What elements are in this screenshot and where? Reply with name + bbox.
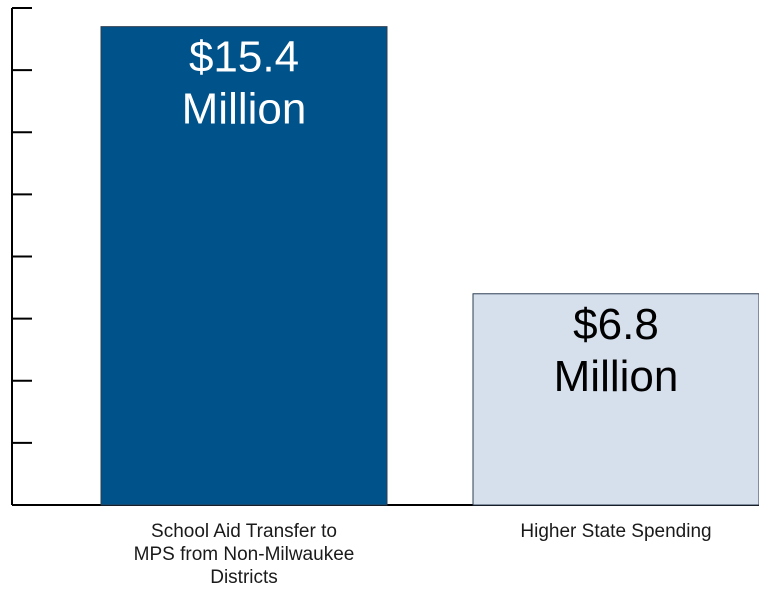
- bar-2: [472, 293, 759, 506]
- category-label-line: MPS from Non-Milwaukee: [134, 544, 355, 565]
- category-labels: School Aid Transfer to MPS from Non-Milwa…: [134, 521, 712, 588]
- category-label-1: School Aid Transfer to MPS from Non-Milwa…: [134, 521, 355, 588]
- bar-1: [100, 26, 388, 506]
- category-label-2: Higher State Spending: [520, 521, 711, 542]
- bar-data-label-line: $15.4: [189, 33, 299, 82]
- category-label-line: Districts: [210, 567, 278, 588]
- category-label-line: Higher State Spending: [520, 521, 711, 542]
- category-label-line: School Aid Transfer to: [151, 521, 337, 542]
- bar-data-label-line: $6.8: [573, 300, 659, 349]
- bar-data-label-line: Million: [182, 85, 307, 134]
- data-labels: $15.4 Million$6.8 Million: [182, 33, 679, 401]
- bars: [100, 26, 759, 506]
- bar-data-label-2: $6.8 Million: [554, 300, 679, 401]
- bar-data-label-1: $15.4 Million: [182, 33, 307, 134]
- bar-data-label-line: Million: [554, 352, 679, 401]
